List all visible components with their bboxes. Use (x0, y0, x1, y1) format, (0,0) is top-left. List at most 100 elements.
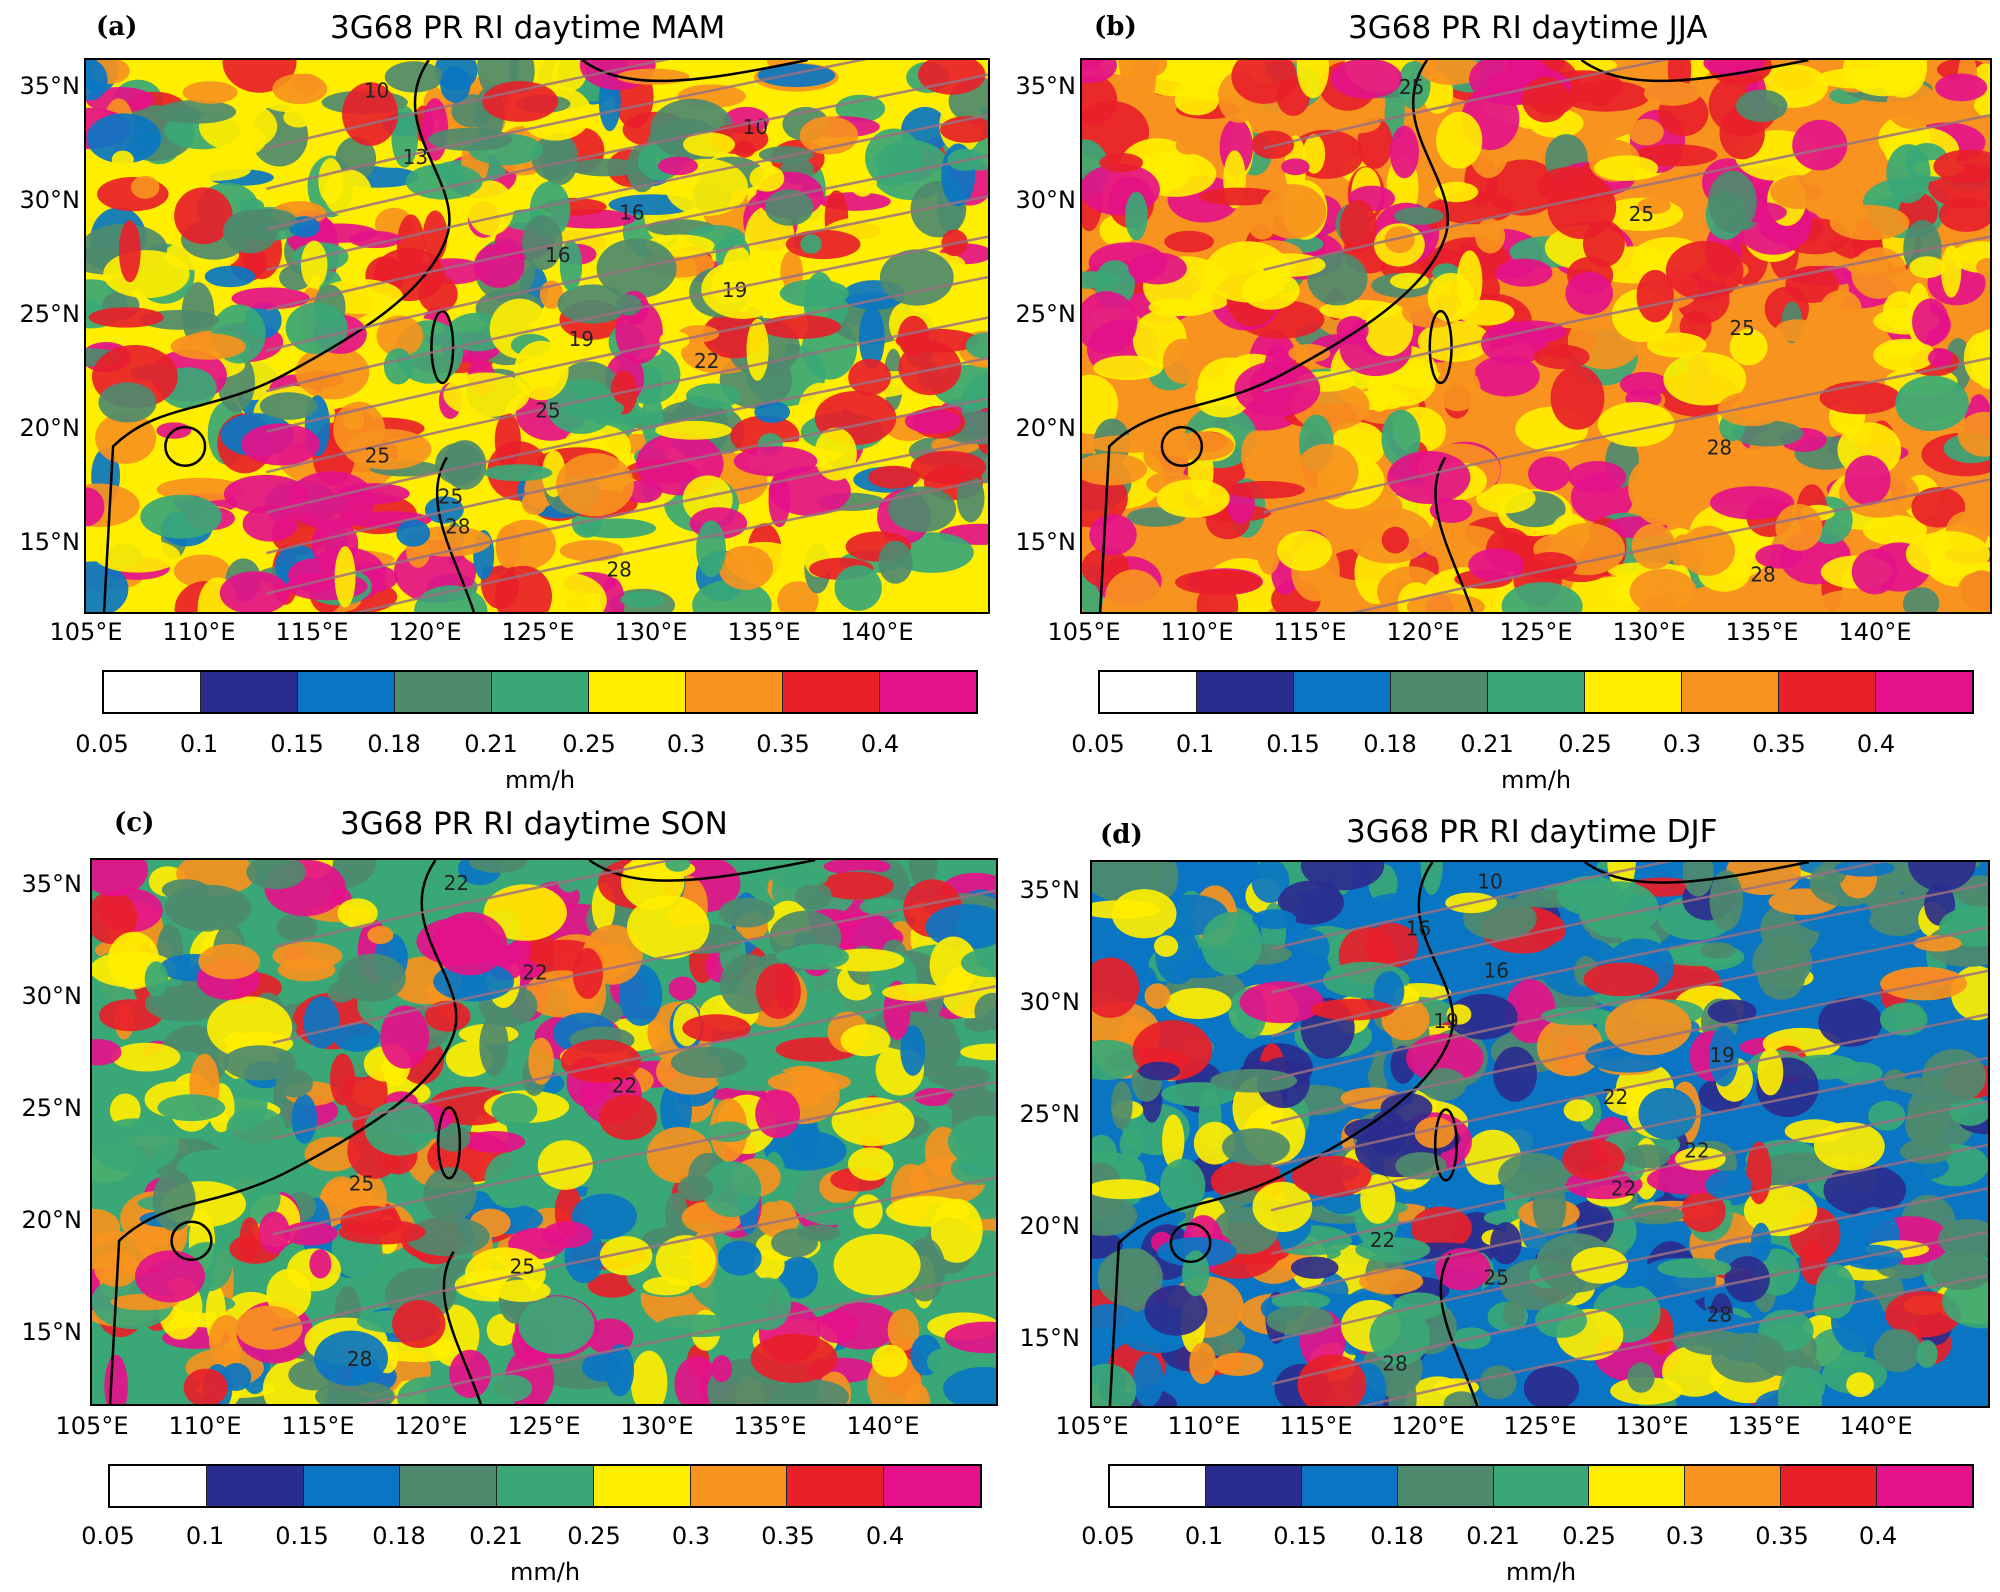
contour-label: 25 (365, 443, 390, 467)
rain-rate-cell (1751, 1222, 1772, 1263)
contour-line (266, 316, 988, 474)
rain-rate-cell (221, 1363, 252, 1391)
rain-rate-cell (711, 1355, 732, 1383)
contour-line (353, 478, 988, 612)
rain-rate-cell (1089, 514, 1137, 556)
contour-line (1270, 882, 1988, 1038)
contour-label: 22 (444, 871, 469, 895)
colorbar-tick: 0.1 (1184, 1522, 1224, 1550)
lon-label: 115°E (1279, 1412, 1353, 1440)
rain-rate-cell (1406, 593, 1485, 612)
contour-label: 22 (1611, 1177, 1636, 1201)
rain-rate-cell (1550, 365, 1605, 430)
rain-rate-cell (542, 1221, 593, 1249)
lat-label: 25°N (1015, 300, 1077, 328)
colorbar-segment (1487, 672, 1584, 712)
colorbar-tick: 0.21 (469, 1522, 523, 1550)
rain-rate-cell (1252, 909, 1297, 930)
colorbar-segment (399, 1466, 497, 1506)
rain-rate-cell (1846, 1372, 1874, 1398)
colorbar-tick: 0.4 (1858, 1522, 1898, 1550)
rain-rate-cell (464, 1131, 526, 1153)
rain-rate-cell (1541, 1006, 1615, 1026)
rain-rate-cell (616, 68, 690, 85)
map-area[interactable]: 10 10 13 16 16 19 19 22 25 25 25 28 28 (84, 58, 990, 614)
rain-rate-cell (556, 863, 582, 893)
rain-rate-cell (853, 1194, 883, 1229)
hainan-outline (164, 425, 207, 467)
rain-rate-cell (1082, 271, 1120, 289)
colorbar-tick: 0.15 (270, 730, 324, 758)
rain-rate-cell (1709, 870, 1744, 931)
rain-rate-cell (900, 1025, 926, 1076)
contour-label: 28 (1707, 435, 1732, 459)
rain-rate-cell (1175, 570, 1263, 595)
lon-label: 125°E (1499, 618, 1573, 646)
rain-rate-cell (1092, 1134, 1117, 1172)
rain-rate-cell (495, 525, 521, 568)
rain-rate-cell (887, 1308, 920, 1351)
colorbar-tick: 0.15 (275, 1522, 329, 1550)
colorbar-tick: 0.18 (1370, 1522, 1424, 1550)
contour-label: 19 (1433, 1009, 1458, 1033)
rain-rate-cell (1288, 344, 1331, 363)
colorbar-segment (1875, 672, 1972, 712)
rain-rate-cell (1087, 435, 1173, 453)
lat-label: 25°N (21, 1094, 83, 1122)
contour-line (1270, 1013, 1988, 1168)
rain-rate-cell (1116, 1248, 1157, 1298)
rain-rate-cell (1895, 375, 1969, 432)
rain-rate-cell (1420, 60, 1482, 85)
rain-rate-cell (546, 379, 617, 434)
rain-rate-cell (174, 187, 233, 245)
lon-label: 120°E (1391, 1412, 1465, 1440)
rain-rate-cell (1829, 204, 1910, 241)
rain-rate-cell (1578, 881, 1660, 938)
rain-rate-cell (207, 996, 293, 1059)
rain-rate-cell (1082, 291, 1138, 354)
rain-rate-cell (1788, 1367, 1826, 1404)
lat-label: 20°N (21, 1206, 83, 1234)
rain-rate-cell (1427, 272, 1474, 322)
lat-label: 30°N (21, 982, 83, 1010)
rain-rate-cell (627, 895, 710, 960)
map-area[interactable]: 22 22 22 25 25 28 (90, 858, 998, 1406)
map-area[interactable]: 10 16 16 19 19 22 22 22 22 25 28 28 (1090, 860, 1990, 1408)
rain-rate-cell (1880, 1002, 1928, 1036)
map-area[interactable]: 25 25 25 28 28 (1080, 58, 1992, 614)
colorbar-segment (1492, 1466, 1589, 1506)
rain-rate-cell (144, 961, 169, 997)
rain-rate-cell (1700, 942, 1736, 959)
colorbar-tick: 0.25 (1562, 1522, 1616, 1550)
rain-rate-cell (1916, 1339, 1938, 1369)
rain-rate-cell (1389, 272, 1429, 290)
rain-rate-cell (435, 1124, 471, 1152)
rain-rate-cell (258, 1211, 290, 1254)
rain-rate-cell (1705, 1170, 1752, 1201)
rain-rate-cell (1883, 1069, 1907, 1091)
rain-rate-cell (226, 1107, 286, 1149)
rain-rate-cell (718, 545, 774, 590)
colorbar-segment (200, 672, 297, 712)
lon-label: 130°E (620, 1412, 694, 1440)
rain-rate-cell (158, 438, 188, 456)
lat-label: 35°N (1015, 72, 1077, 100)
rain-rate-cell (1619, 371, 1669, 397)
rain-rate-cell (897, 315, 930, 357)
rain-rate-cell (696, 520, 726, 578)
rain-rate-cell (170, 333, 246, 360)
rain-rate-cell (342, 82, 399, 146)
rain-rate-cell (1939, 1360, 1988, 1395)
lon-label: 140°E (846, 1412, 920, 1440)
lon-label: 130°E (1615, 1412, 1689, 1440)
rain-rate-cell (581, 1352, 623, 1382)
colorbar-tick: 0.4 (1856, 730, 1896, 758)
contour-line (1270, 926, 1988, 1081)
rain-rate-cell (1387, 451, 1471, 504)
rain-rate-cell (1290, 1256, 1339, 1279)
colorbar-segment (1100, 672, 1196, 712)
rain-rate-cell (1082, 60, 1117, 84)
lat-label: 15°N (21, 1318, 83, 1346)
rain-rate-cell (665, 860, 691, 872)
